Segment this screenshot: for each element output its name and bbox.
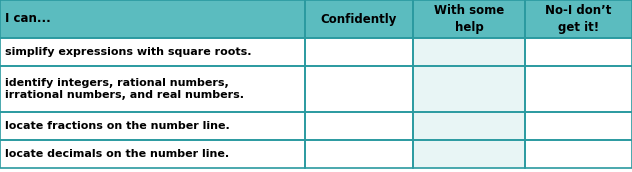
Bar (0, 66, 305, 112)
Bar (305, 140, 413, 168)
Bar (525, 140, 632, 168)
Bar (413, 112, 525, 140)
Bar (413, 140, 525, 168)
Bar (525, 112, 632, 140)
Bar (305, 66, 413, 112)
Bar (305, 66, 413, 112)
Bar (525, 38, 632, 66)
Bar (413, 140, 525, 168)
Bar (0, 66, 305, 112)
Text: Confidently: Confidently (321, 13, 397, 25)
Bar (0, 38, 305, 66)
Bar (413, 38, 525, 66)
Bar (305, 140, 413, 168)
Bar (413, 66, 525, 112)
Bar (525, 66, 632, 112)
Bar (525, 66, 632, 112)
Text: simplify expressions with square roots.: simplify expressions with square roots. (5, 47, 252, 57)
Bar (305, 0, 413, 38)
Bar (0, 38, 305, 66)
Bar (525, 0, 632, 38)
Bar (0, 0, 305, 38)
Text: No-I don’t
get it!: No-I don’t get it! (545, 4, 612, 34)
Bar (305, 112, 413, 140)
Text: I can...: I can... (5, 13, 51, 25)
Bar (525, 112, 632, 140)
Bar (0, 140, 305, 168)
Text: identify integers, rational numbers,
irrational numbers, and real numbers.: identify integers, rational numbers, irr… (5, 78, 244, 100)
Text: With some
help: With some help (434, 4, 504, 34)
Bar (0, 140, 305, 168)
Bar (0, 112, 305, 140)
Bar (525, 0, 632, 38)
Bar (0, 112, 305, 140)
Bar (305, 0, 413, 38)
Bar (413, 38, 525, 66)
Text: locate fractions on the number line.: locate fractions on the number line. (5, 121, 230, 131)
Bar (413, 66, 525, 112)
Bar (525, 38, 632, 66)
Text: locate decimals on the number line.: locate decimals on the number line. (5, 149, 229, 159)
Bar (413, 0, 525, 38)
Bar (305, 112, 413, 140)
Bar (525, 140, 632, 168)
Bar (305, 38, 413, 66)
Bar (305, 38, 413, 66)
Bar (413, 112, 525, 140)
Bar (413, 0, 525, 38)
Bar (0, 0, 305, 38)
